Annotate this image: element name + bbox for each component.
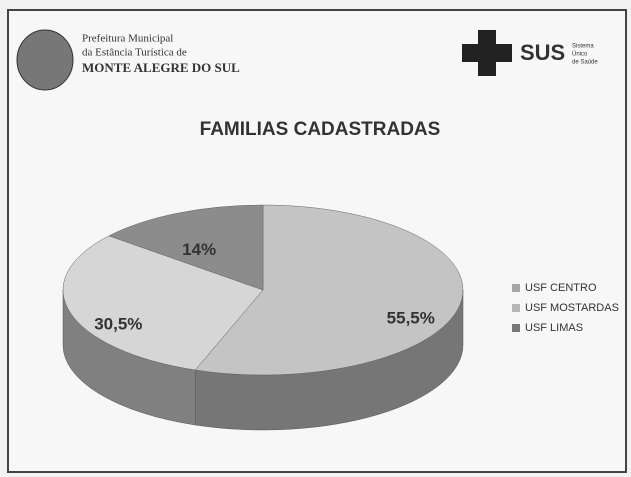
city-line: Prefeitura Municipal: [82, 33, 173, 45]
sus-logo: SUS Sistema Único de Saúde: [462, 30, 598, 76]
city-crest: [16, 29, 74, 91]
city-line: MONTE ALEGRE DO SUL: [82, 60, 240, 75]
sus-line: Sistema: [572, 44, 594, 50]
sus-line: Único: [572, 51, 588, 58]
city-logo: Prefeitura Municipal da Estância Turísti…: [16, 29, 240, 91]
legend-label: USF MOSTARDAS: [525, 302, 619, 314]
legend-label: USF CENTRO: [525, 282, 597, 294]
legend-swatch: [512, 284, 520, 292]
pie-slice: [62, 235, 264, 371]
legend-label: USF LIMAS: [525, 322, 583, 334]
pie-slice: [194, 204, 464, 376]
sus-line: de Saúde: [572, 60, 598, 66]
sus-text: SUS: [520, 40, 565, 65]
value-label: 30,5%: [94, 314, 142, 333]
city-line: da Estância Turística de: [82, 47, 187, 59]
legend-swatch: [512, 324, 520, 332]
sus-cross: [462, 30, 512, 76]
value-label: 55,5%: [387, 308, 435, 327]
pie-slice: [108, 204, 264, 291]
legend-swatch: [512, 304, 520, 312]
value-label: 14%: [182, 240, 216, 259]
chart-title: FAMILIAS CADASTRADAS: [200, 119, 441, 140]
